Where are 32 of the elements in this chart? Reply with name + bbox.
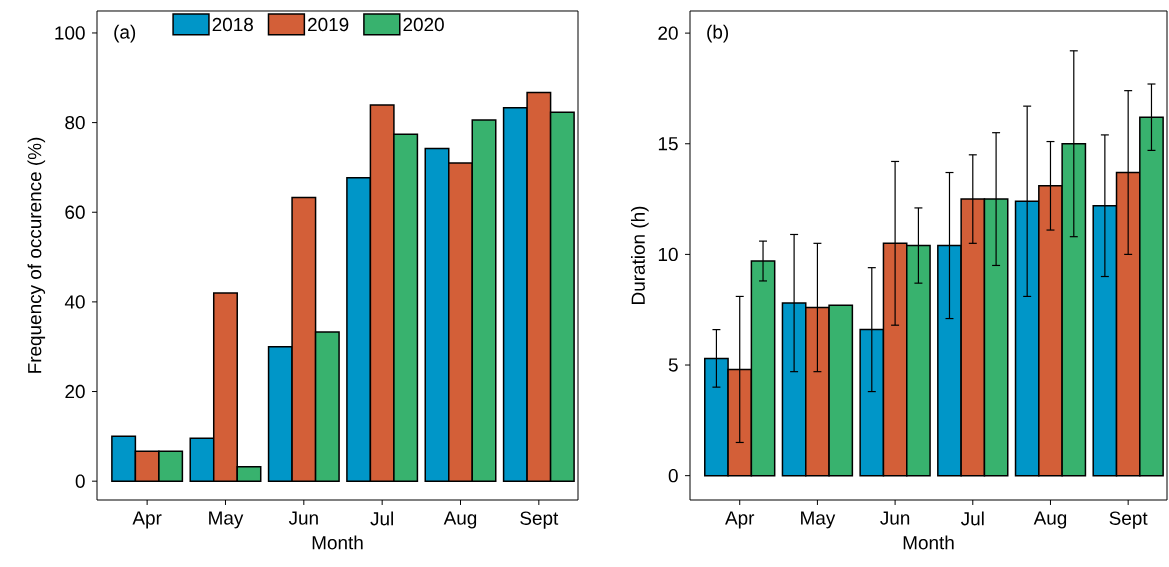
y-tick-label: 100 (55, 26, 85, 40)
y-tick-label: 5 (668, 358, 678, 372)
legend-label: 2018 (212, 17, 253, 32)
x-axis-title: Month (312, 535, 363, 550)
y-tick-label: 15 (658, 137, 678, 151)
x-tick-label: May (801, 511, 836, 529)
x-tick-label: Aug (1033, 511, 1067, 529)
x-tick-label: Sept (520, 511, 559, 529)
legend-label: 2019 (308, 17, 349, 32)
x-tick-label: May (209, 511, 244, 529)
y-tick-label: 20 (658, 26, 678, 40)
annotation: (a) (114, 24, 136, 43)
x-tick-label: Apr (725, 511, 755, 529)
x-axis-title: Month (903, 535, 954, 550)
y-tick-label: 10 (658, 247, 678, 262)
y-tick-label: 20 (65, 384, 85, 399)
x-tick-label: Aug (443, 511, 477, 529)
annotation: (b) (707, 24, 729, 43)
y-tick-label: 0 (668, 468, 678, 483)
y-tick-label: 80 (65, 115, 85, 130)
x-tick-label: Sept (1109, 511, 1148, 529)
x-tick-label: Apr (132, 511, 162, 529)
y-tick-label: 60 (65, 205, 85, 219)
x-tick-label: Jul (370, 511, 393, 526)
x-tick-label: Jul (960, 511, 984, 526)
y-tick-label: 40 (64, 295, 85, 309)
x-tick-label: Jun (880, 511, 910, 525)
y-tick-label: 0 (75, 474, 85, 488)
y-axis-title: Frequency of occurence (%) (27, 137, 46, 373)
legend-label: 2020 (403, 17, 444, 32)
y-axis-title: Duration (h) (630, 206, 649, 304)
x-tick-label: Jun (288, 511, 318, 525)
